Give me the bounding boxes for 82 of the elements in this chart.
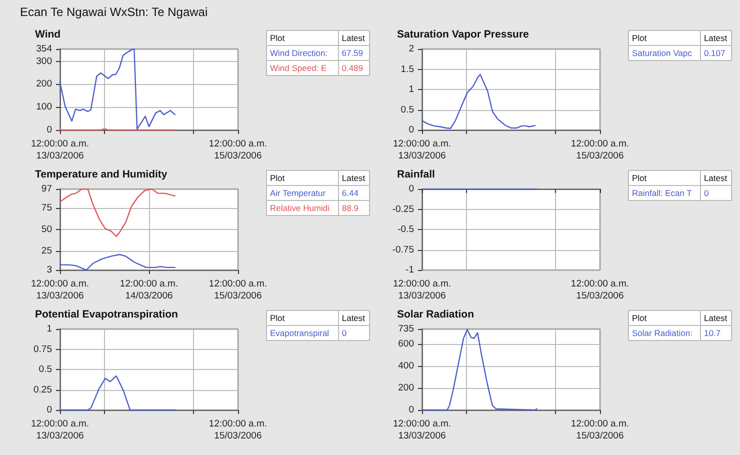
text: 0 bbox=[338, 326, 370, 340]
legend-title: Plot bbox=[628, 170, 700, 186]
text: Air Temperatur bbox=[266, 186, 338, 200]
legend-title: Plot bbox=[628, 310, 700, 326]
x-tick-label: 12:00:00 a.m. 15/03/2006 bbox=[208, 138, 268, 162]
text: Relative Humidi bbox=[266, 200, 338, 216]
y-tick-label: 200 bbox=[36, 78, 52, 90]
legend-title: Plot bbox=[266, 310, 338, 326]
text: Latest bbox=[338, 30, 370, 46]
y-tick-label: 0.75 bbox=[34, 344, 52, 355]
y-tick-label: -1 bbox=[406, 264, 414, 276]
y-tick-label: -0.5 bbox=[398, 224, 414, 235]
y-tick-label: 0 bbox=[408, 184, 414, 194]
text: 88.9 bbox=[338, 200, 370, 216]
chart-title: Potential Evapotranspiration bbox=[35, 308, 178, 320]
x-tick-label: 12:00:00 a.m. 13/03/2006 bbox=[30, 278, 90, 302]
y-tick-label: 1 bbox=[46, 324, 52, 334]
y-tick-label: 0 bbox=[408, 404, 414, 416]
chart-title: Rainfall bbox=[397, 168, 436, 180]
legend-title: Plot bbox=[266, 170, 338, 186]
legend-title: Plot bbox=[628, 30, 700, 46]
legend-title: Plot bbox=[266, 30, 338, 46]
text: Latest bbox=[700, 30, 732, 46]
y-tick-label: 3 bbox=[46, 264, 52, 276]
x-tick-label: 12:00:00 a.m. 14/03/2006 bbox=[120, 278, 178, 302]
text: Latest bbox=[700, 170, 732, 186]
x-tick-label: 12:00:00 a.m. 13/03/2006 bbox=[392, 278, 452, 302]
line-series bbox=[421, 74, 536, 129]
line-series bbox=[59, 188, 176, 237]
text: 0 bbox=[700, 186, 732, 200]
text: Wind Speed: E bbox=[266, 60, 338, 76]
y-tick-label: 0.5 bbox=[400, 104, 414, 116]
y-tick-label: 0 bbox=[408, 124, 414, 136]
y-tick-label: 2 bbox=[408, 44, 414, 54]
text: 0.107 bbox=[700, 46, 732, 60]
text: 0.489 bbox=[338, 60, 370, 76]
x-tick-label: 12:00:00 a.m. 15/03/2006 bbox=[570, 138, 630, 162]
text: Solar Radiation: bbox=[628, 326, 700, 340]
y-tick-label: 50 bbox=[41, 224, 52, 235]
chart-title: Temperature and Humidity bbox=[35, 168, 168, 180]
text: 67.59 bbox=[338, 46, 370, 60]
y-tick-label: 0 bbox=[46, 404, 52, 416]
x-tick-label: 12:00:00 a.m. 13/03/2006 bbox=[30, 418, 90, 442]
y-tick-label: 1 bbox=[408, 84, 414, 95]
line-series bbox=[59, 375, 176, 411]
y-tick-label: -0.25 bbox=[392, 204, 414, 215]
x-tick-label: 12:00:00 a.m. 15/03/2006 bbox=[208, 278, 268, 302]
y-tick-label: 300 bbox=[36, 56, 52, 67]
y-tick-label: 0.25 bbox=[34, 384, 52, 396]
y-tick-label: 354 bbox=[36, 44, 52, 54]
y-tick-label: 0 bbox=[46, 124, 52, 136]
y-tick-label: 97 bbox=[41, 184, 52, 194]
chart-title: Solar Radiation bbox=[397, 308, 474, 320]
x-tick-label: 12:00:00 a.m. 15/03/2006 bbox=[570, 278, 630, 302]
text: Latest bbox=[338, 170, 370, 186]
text: Evapotranspiral bbox=[266, 326, 338, 340]
y-tick-label: 75 bbox=[41, 202, 52, 214]
text: Latest bbox=[700, 310, 732, 326]
line-series bbox=[59, 254, 176, 271]
text: Latest bbox=[338, 310, 370, 326]
y-tick-label: 200 bbox=[398, 382, 414, 394]
x-tick-label: 12:00:00 a.m. 13/03/2006 bbox=[392, 138, 452, 162]
y-tick-label: -0.75 bbox=[392, 244, 414, 256]
y-tick-label: 735 bbox=[398, 324, 414, 334]
chart-title: Wind bbox=[35, 28, 61, 40]
x-tick-label: 12:00:00 a.m. 15/03/2006 bbox=[570, 418, 630, 442]
chart-title: Saturation Vapor Pressure bbox=[397, 28, 530, 40]
y-tick-label: 400 bbox=[398, 360, 414, 372]
y-tick-label: 0.5 bbox=[38, 364, 52, 375]
text: 6.44 bbox=[338, 186, 370, 200]
x-tick-label: 12:00:00 a.m. 15/03/2006 bbox=[208, 418, 268, 442]
text: Saturation Vapc bbox=[628, 46, 700, 60]
y-tick-label: 1.5 bbox=[400, 64, 414, 75]
x-tick-label: 12:00:00 a.m. 13/03/2006 bbox=[30, 138, 90, 162]
text: Wind Direction: bbox=[266, 46, 338, 60]
text: 10.7 bbox=[700, 326, 732, 340]
chart-subtitle: Ecan Te Ngawai WxStn: Te Ngawai bbox=[20, 5, 208, 19]
y-tick-label: 100 bbox=[36, 102, 52, 113]
x-tick-label: 12:00:00 a.m. 13/03/2006 bbox=[392, 418, 452, 442]
y-tick-label: 600 bbox=[398, 338, 414, 350]
text: Rainfall: Ecan T bbox=[628, 186, 700, 200]
y-tick-label: 25 bbox=[41, 246, 52, 257]
